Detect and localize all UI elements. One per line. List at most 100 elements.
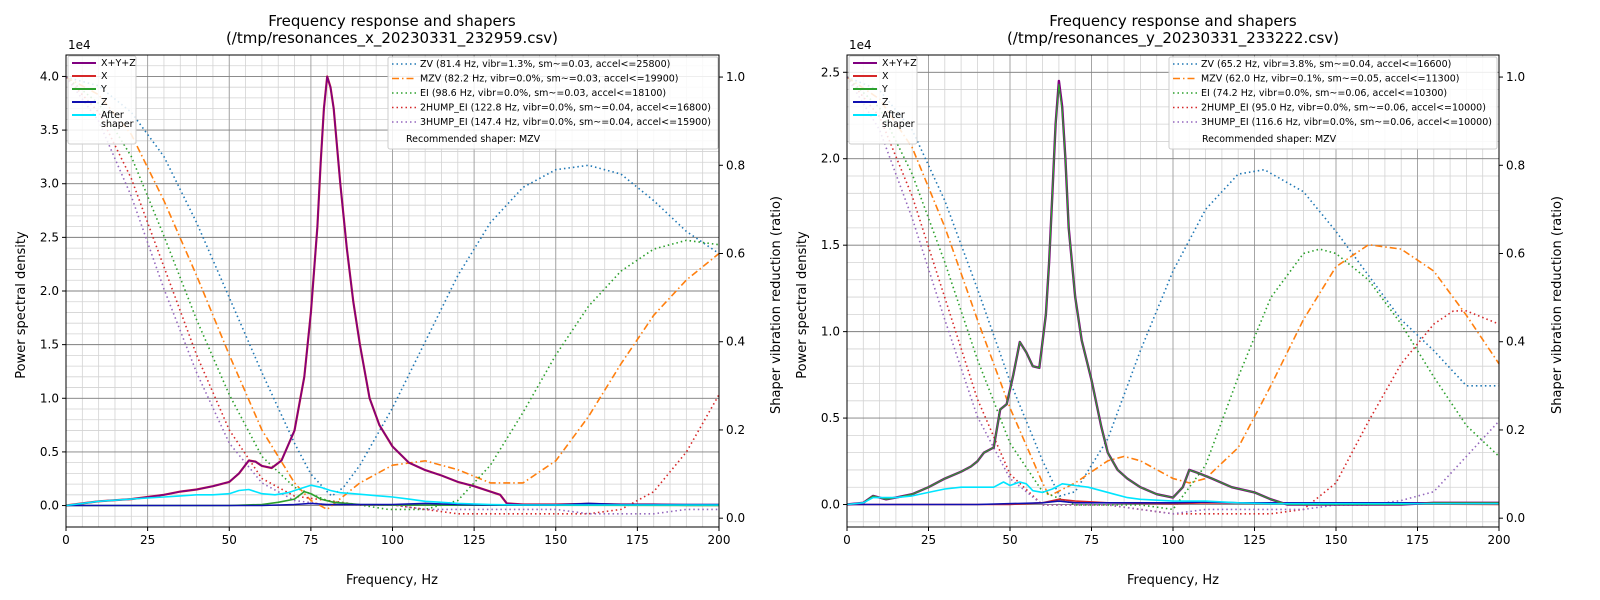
shaper-legend-label: 3HUMP_EI (116.6 Hz, vibr=0.0%, sm~=0.06,…	[1201, 117, 1492, 128]
psd-line-y	[846, 83, 1499, 506]
psd-legend-label: X+Y+Z	[101, 58, 136, 69]
shaper-legend: ZV (81.4 Hz, vibr=1.3%, sm~=0.03, accel<…	[387, 56, 719, 150]
y2-axis-label: Shaper vibration reduction (ratio)	[1550, 196, 1565, 414]
y-tick-label: 1.0	[40, 391, 59, 405]
x-tick-label: 150	[544, 533, 567, 547]
x-tick-label: 175	[626, 533, 649, 547]
x-tick-label: 125	[463, 533, 486, 547]
y-tick-label: 0.0	[821, 498, 840, 512]
y-tick-label: 2.0	[821, 152, 840, 166]
psd-series	[65, 75, 720, 507]
y2-axis-label: Shaper vibration reduction (ratio)	[769, 196, 784, 414]
y-tick-label: 2.5	[821, 65, 840, 79]
x-tick-label: 0	[62, 533, 70, 547]
axes: 0 25 50 75 100 125 150 175 200 0.0 0.5 1.0 1.5 2.0 2.5…	[40, 69, 745, 547]
x-tick-label: 75	[303, 533, 318, 547]
x-tick-label: 0	[843, 533, 851, 547]
y2-tick-label: 0.6	[1506, 247, 1525, 261]
psd-legend-label: shaper	[882, 119, 915, 130]
psd-series	[846, 79, 1500, 506]
x-tick-label: 100	[1162, 533, 1185, 547]
psd-line-xyz	[65, 75, 719, 507]
x-axis-label: Frequency, Hz	[1127, 573, 1219, 588]
axes: 0 25 50 75 100 125 150 175 200 0.0 0.5 1.0 1.5 2.0 2.5…	[821, 65, 1525, 547]
shaper-legend-label: MZV (82.2 Hz, vibr=0.0%, sm~=0.03, accel…	[420, 74, 679, 85]
shaper-legend-label: 3HUMP_EI (147.4 Hz, vibr=0.0%, sm~=0.04,…	[420, 117, 711, 128]
chart-subtitle: (/tmp/resonances_y_20230331_233222.csv)	[1007, 29, 1339, 48]
x-tick-label: 50	[1002, 533, 1017, 547]
y2-tick-label: 0.0	[726, 511, 745, 525]
x-tick-label: 150	[1325, 533, 1348, 547]
shaper-curve-zv	[846, 76, 1499, 498]
shaper-legend: ZV (65.2 Hz, vibr=3.8%, sm~=0.04, accel<…	[1168, 56, 1498, 150]
recommended-shaper-text: Recommended shaper: MZV	[406, 134, 541, 145]
psd-legend-label: After	[101, 110, 124, 121]
x-tick-label: 75	[1084, 533, 1099, 547]
shaper-curves	[846, 76, 1500, 515]
y2-tick-label: 0.4	[726, 335, 745, 349]
psd-line-z	[66, 502, 719, 507]
x-tick-label: 25	[921, 533, 936, 547]
shaper-legend-label: EI (74.2 Hz, vibr=0.0%, sm~=0.06, accel<…	[1201, 88, 1447, 99]
x-tick-label: 125	[1243, 533, 1266, 547]
y-tick-label: 2.0	[40, 284, 59, 298]
y2-tick-label: 0.0	[1506, 511, 1525, 525]
shaper-curve-mzv	[65, 76, 720, 511]
chart-title: Frequency response and shapers	[1049, 12, 1297, 30]
x-tick-label: 200	[1488, 533, 1511, 547]
x-tick-label: 200	[708, 533, 731, 547]
y-tick-label: 3.5	[40, 123, 59, 137]
psd-legend-label: shaper	[101, 119, 134, 130]
shaper-legend-box	[387, 56, 719, 150]
y-tick-label: 1.5	[40, 338, 59, 352]
psd-legend-label: Y	[100, 84, 107, 95]
psd-line-z	[847, 500, 1499, 506]
y-tick-label: 0.5	[40, 445, 59, 459]
psd-legend-label: Y	[881, 84, 888, 95]
x-axis-label: Frequency, Hz	[346, 573, 438, 588]
y2-tick-label: 0.8	[726, 158, 745, 172]
y-axis-label: Power spectral density	[795, 231, 810, 379]
y2-tick-label: 0.8	[1506, 158, 1525, 172]
shaper-curve-3hump	[846, 76, 1500, 515]
psd-legend-box	[848, 55, 918, 145]
y2-tick-label: 0.2	[1506, 423, 1525, 437]
plot-area: 0 25 50 75 100 125 150 175 200 0.0 0.5 1.0 1.5 2.0 2.5…	[821, 54, 1525, 547]
shaper-curve-2hump	[846, 76, 1500, 515]
psd-legend-label: X	[882, 71, 889, 82]
psd-legend-label: Z	[101, 97, 108, 108]
shaper-curve-mzv	[846, 76, 1500, 498]
y-tick-label: 0.0	[40, 499, 59, 513]
shaper-legend-label: ZV (81.4 Hz, vibr=1.3%, sm~=0.03, accel<…	[420, 59, 670, 70]
chart-subtitle: (/tmp/resonances_x_20230331_232959.csv)	[226, 29, 558, 48]
shaper-legend-label: 2HUMP_EI (95.0 Hz, vibr=0.0%, sm~=0.06, …	[1201, 103, 1486, 114]
chart-panel-x: 0 25 50 75 100 125 150 175 200 0.0 0.5 1.0 1.5 2.0 2.5…	[14, 12, 784, 588]
shaper-legend-label: 2HUMP_EI (122.8 Hz, vibr=0.0%, sm~=0.04,…	[420, 103, 711, 114]
psd-line-after	[65, 484, 719, 507]
y-tick-label: 1.5	[821, 238, 840, 252]
y2-tick-label: 0.4	[1506, 335, 1525, 349]
psd-legend-label: After	[882, 110, 905, 121]
shaper-legend-label: ZV (65.2 Hz, vibr=3.8%, sm~=0.04, accel<…	[1201, 59, 1451, 70]
x-tick-label: 175	[1406, 533, 1429, 547]
chart-title: Frequency response and shapers	[268, 12, 516, 30]
x-tick-label: 50	[222, 533, 237, 547]
y2-tick-label: 1.0	[726, 70, 745, 84]
y2-tick-label: 0.2	[726, 423, 745, 437]
y2-tick-label: 0.6	[726, 247, 745, 261]
shaper-legend-box	[1168, 56, 1498, 150]
y-exponent-label: 1e4	[849, 38, 872, 52]
x-tick-label: 100	[381, 533, 404, 547]
shaper-curve-ei	[65, 76, 720, 511]
y-tick-label: 3.0	[40, 177, 59, 191]
psd-legend-label: X	[101, 71, 108, 82]
shaper-legend-label: EI (98.6 Hz, vibr=0.0%, sm~=0.03, accel<…	[420, 88, 666, 99]
recommended-shaper-text: Recommended shaper: MZV	[1202, 134, 1337, 145]
y2-tick-label: 1.0	[1506, 70, 1525, 84]
y-axis-label: Power spectral density	[14, 231, 29, 379]
psd-legend-box	[67, 55, 137, 145]
psd-line-after	[846, 481, 1499, 506]
